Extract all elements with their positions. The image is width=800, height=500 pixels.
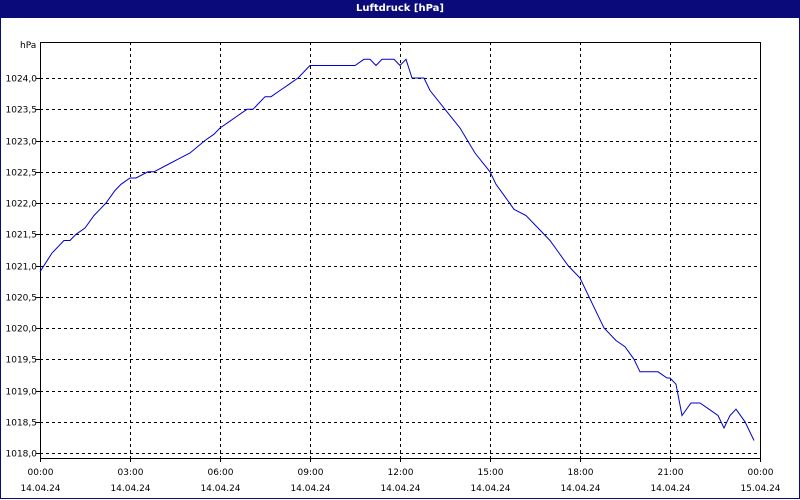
x-tick-date-label: 14.04.24 (470, 484, 510, 494)
y-tick-label: 1020,5 (6, 294, 38, 304)
y-tick-label: 1018,5 (6, 419, 38, 429)
y-tick-label: 1020,0 (6, 325, 38, 335)
x-tick-date-label: 14.04.24 (200, 484, 240, 494)
y-tick-label: 1022,5 (6, 169, 38, 179)
grid-lines (40, 42, 760, 458)
x-tick-time-label: 03:00 (118, 468, 144, 478)
x-tick-time-label: 09:00 (298, 468, 324, 478)
x-tick-date-label: 15.04.24 (740, 484, 780, 494)
y-tick-label: 1018,0 (6, 450, 38, 460)
y-axis: 1018,0 1018,5 1019,0 1019,5 1020,0 1020,5 1021… (6, 75, 40, 460)
x-tick-time-label: 00:00 (748, 468, 774, 478)
y-tick-label: 1019,5 (6, 356, 38, 366)
pressure-series-line (39, 58, 755, 441)
y-tick-label: 1023,0 (6, 138, 38, 148)
y-tick-label: 1024,0 (6, 75, 38, 85)
x-tick-time-label: 18:00 (568, 468, 594, 478)
x-axis: 00:00 14.04.24 03:00 14.04.24 06:00 14.04.24 0… (20, 458, 781, 494)
y-tick-label: 1022,0 (6, 200, 38, 210)
y-tick-label: 1021,0 (6, 263, 38, 273)
x-tick-time-label: 12:00 (388, 468, 414, 478)
x-tick-date-label: 14.04.24 (290, 484, 330, 494)
x-tick-date-label: 14.04.24 (380, 484, 420, 494)
x-tick-time-label: 15:00 (478, 468, 504, 478)
x-tick-date-label: 14.04.24 (20, 484, 60, 494)
x-tick-date-label: 14.04.24 (560, 484, 600, 494)
x-tick-date-label: 14.04.24 (650, 484, 690, 494)
y-tick-label: 1023,5 (6, 106, 38, 116)
series-layer (39, 58, 755, 441)
x-tick-time-label: 00:00 (28, 468, 54, 478)
x-tick-time-label: 21:00 (658, 468, 684, 478)
y-axis-label: hPa (20, 41, 36, 51)
y-tick-label: 1019,0 (6, 388, 38, 398)
x-tick-date-label: 14.04.24 (110, 484, 150, 494)
chart-title: Luftdruck [hPa] (0, 0, 800, 18)
x-tick-time-label: 06:00 (208, 468, 234, 478)
y-tick-label: 1021,5 (6, 231, 38, 241)
